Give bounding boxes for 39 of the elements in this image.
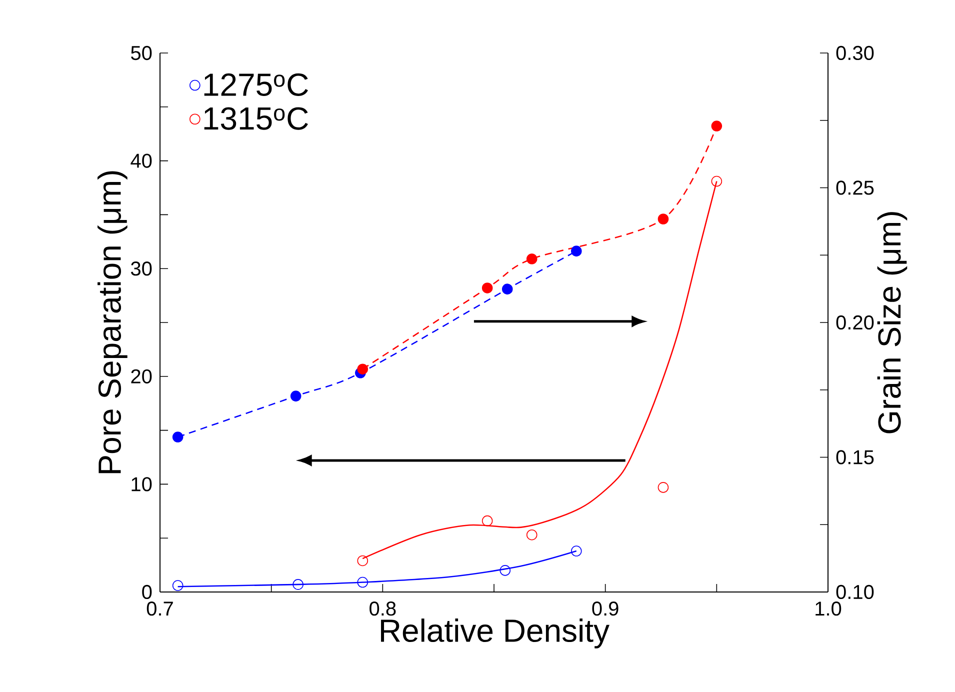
y-tick-label: 0 <box>142 584 152 600</box>
point <box>570 246 582 256</box>
x-tick-label: 1.0 <box>816 602 842 616</box>
point <box>526 253 538 264</box>
point <box>482 282 493 294</box>
y-axis-title: Pore Separation (μm) <box>98 171 128 474</box>
point <box>500 565 511 576</box>
point <box>482 515 493 526</box>
point <box>172 432 184 442</box>
point <box>357 576 368 588</box>
x-tick-label: 0.7 <box>146 602 173 616</box>
y-tick-label: 20 <box>131 369 152 384</box>
y2-tick-label: 0.30 <box>836 46 874 60</box>
y2-tick-label: 0.15 <box>836 450 874 464</box>
point <box>357 555 368 566</box>
x-tick-label: 0.9 <box>592 602 618 616</box>
y2-tick-label: 0.10 <box>836 584 874 600</box>
y-tick-label: 50 <box>131 46 152 60</box>
point <box>357 364 368 375</box>
x-tick-label: 0.8 <box>370 602 396 616</box>
x-axis-title: Relative Density <box>381 618 610 648</box>
legend-label: 1315$^{o}$C <box>204 107 308 130</box>
point <box>292 579 304 590</box>
point <box>290 390 302 402</box>
y2-tick-label: 0.20 <box>836 315 874 330</box>
legend-label: 1275$^{o}$C <box>204 73 308 96</box>
point <box>526 529 538 540</box>
point <box>711 176 722 187</box>
y-tick-label: 30 <box>130 262 152 276</box>
point <box>658 482 669 493</box>
point <box>658 214 669 224</box>
point <box>711 120 722 132</box>
y-tick-label: 10 <box>132 477 152 492</box>
y2-axis-title: Grain Size (μm) <box>877 212 908 434</box>
point <box>172 580 184 591</box>
point <box>570 546 582 556</box>
y-tick-label: 40 <box>130 154 152 168</box>
y2-tick-label: 0.25 <box>836 180 874 195</box>
point <box>502 284 513 294</box>
